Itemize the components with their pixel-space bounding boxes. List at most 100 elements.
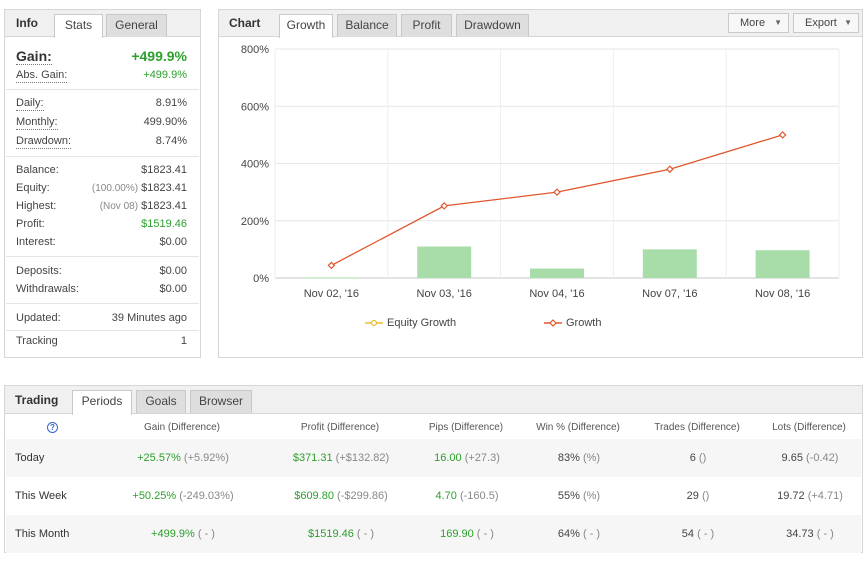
cell-profit-value: $609.80	[294, 490, 334, 502]
cell-gain: +25.57% (+5.92%)	[113, 439, 253, 477]
cell-trades: 6 ()	[628, 439, 768, 477]
monthly-label[interactable]: Monthly:	[16, 116, 58, 130]
interest-value: $0.00	[159, 236, 187, 248]
divider	[6, 156, 199, 157]
bar-equity-growth[interactable]	[755, 250, 810, 278]
export-button[interactable]: Export ▼	[793, 13, 859, 33]
header-lots: Lots (Difference)	[772, 422, 846, 433]
bar-equity-growth[interactable]	[417, 246, 472, 278]
table-row: This Week +50.25% (-249.03%) $609.80 (-$29…	[6, 477, 861, 515]
cell-trades-diff: ()	[698, 452, 707, 464]
table-row: This Month +499.9% ( - ) $1519.46 ( - ) 169…	[6, 515, 861, 553]
cell-win-value: 55%	[557, 490, 580, 502]
chart-panel: Chart Growth Balance Profit Drawdown Mor…	[218, 9, 863, 358]
cell-trades-value: 29	[686, 490, 699, 502]
growth-point[interactable]	[778, 131, 787, 139]
chart-tabbar: Chart Growth Balance Profit Drawdown Mor…	[219, 10, 862, 38]
tab-periods[interactable]: Periods	[72, 390, 132, 415]
cell-win-value: 64%	[557, 528, 580, 540]
cell-profit-value: $371.31	[292, 452, 333, 464]
tracking-row: Tracking 1	[16, 332, 187, 350]
y-tick-label: 400%	[241, 159, 269, 171]
cell-gain: +499.9% ( - )	[113, 515, 253, 553]
cell-lots-diff: (-0.42)	[806, 452, 839, 464]
bar-equity-growth[interactable]	[642, 249, 697, 278]
help-icon[interactable]: ?	[47, 422, 58, 433]
y-tick-label: 200%	[241, 216, 269, 228]
cell-gain: +50.25% (-249.03%)	[113, 477, 253, 515]
cell-win-diff: ( - )	[582, 528, 601, 540]
deposits-row: Deposits: $0.00	[16, 262, 187, 280]
more-button[interactable]: More ▼	[728, 13, 789, 33]
y-tick-label: 600%	[241, 101, 269, 113]
x-tick-label: Nov 02, '16	[304, 288, 359, 300]
tab-info[interactable]: Info	[16, 16, 38, 30]
legend-equity-dot	[370, 319, 378, 327]
updated-label: Updated:	[16, 312, 61, 324]
balance-row: Balance: $1823.41	[16, 161, 187, 179]
x-tick-label: Nov 03, '16	[417, 288, 472, 300]
cell-pips-value: 16.00	[434, 452, 462, 464]
cell-gain-value: +50.25%	[132, 490, 177, 502]
x-tick-label: Nov 08, '16	[755, 288, 810, 300]
growth-point[interactable]	[553, 188, 561, 196]
growth-point[interactable]	[440, 202, 449, 210]
gain-value: +499.9%	[131, 48, 187, 64]
cell-lots-value: 34.73	[786, 528, 814, 540]
highest-label: Highest:	[16, 200, 57, 212]
chart-title: Chart	[229, 16, 261, 30]
cell-win-diff: (%)	[582, 490, 601, 502]
tab-growth[interactable]: Growth	[279, 14, 333, 38]
cell-pips-value: 4.70	[435, 490, 457, 502]
cell-profit-diff: ( - )	[356, 528, 375, 540]
growth-point[interactable]	[665, 165, 674, 174]
monthly-value: 499.90%	[143, 116, 187, 128]
header-gain: Gain (Difference)	[144, 422, 220, 433]
daily-value: 8.91%	[155, 97, 187, 109]
bar-equity-growth[interactable]	[304, 277, 359, 279]
header-profit: Profit (Difference)	[300, 422, 380, 433]
drawdown-label[interactable]: Drawdown:	[16, 135, 72, 149]
cell-profit-diff: (+$132.82)	[335, 452, 390, 464]
tab-balance[interactable]: Balance	[337, 14, 397, 37]
tab-goals[interactable]: Goals	[136, 390, 186, 413]
cell-trades-value: 54	[681, 528, 695, 540]
info-tabbar: Info Stats General	[5, 10, 200, 38]
cell-gain-diff: (+5.92%)	[183, 452, 229, 464]
tracking-label: Tracking	[16, 335, 58, 347]
legend-growth-diamond	[549, 319, 557, 327]
trading-panel: Trading Periods Goals Browser ? Gain (Di…	[4, 385, 863, 553]
cell-lots: 9.65 (-0.42)	[740, 439, 866, 477]
chevron-down-icon: ▼	[844, 18, 852, 27]
growth-chart: 0% 200% 400% 600% 800% Nov 02, '16 Nov 03, '16…	[241, 44, 840, 300]
cell-lots-diff: (+4.71)	[807, 490, 843, 502]
tab-browser[interactable]: Browser	[190, 390, 252, 413]
x-tick-label: Nov 04, '16	[529, 288, 584, 300]
legend-growth-label: Growth	[566, 317, 602, 329]
gain-label[interactable]: Gain:	[16, 48, 52, 65]
tab-stats[interactable]: Stats	[54, 14, 103, 38]
gain-row: Gain: +499.9%	[16, 46, 187, 66]
cell-lots-diff: ( - )	[816, 528, 834, 540]
interest-row: Interest: $0.00	[16, 233, 187, 251]
tab-profit[interactable]: Profit	[401, 14, 452, 37]
cell-lots-value: 19.72	[777, 490, 805, 502]
growth-point[interactable]	[327, 261, 336, 270]
bar-equity-growth[interactable]	[530, 268, 584, 278]
cell-win-diff: (%)	[582, 452, 601, 464]
growth-line	[331, 134, 783, 266]
row-label: This Week	[15, 490, 67, 502]
tracking-value: 1	[180, 335, 187, 347]
tab-general[interactable]: General	[106, 14, 167, 37]
updated-value: 39 Minutes ago	[111, 312, 187, 324]
abs-gain-label[interactable]: Abs. Gain:	[16, 69, 68, 83]
row-label: This Month	[15, 528, 70, 540]
highest-date: (Nov 08)	[99, 201, 139, 212]
tab-drawdown[interactable]: Drawdown	[456, 14, 529, 37]
daily-label[interactable]: Daily:	[16, 97, 44, 111]
updated-row: Updated: 39 Minutes ago	[16, 309, 187, 327]
cell-gain-diff: (-249.03%)	[179, 490, 234, 502]
cell-trades-value: 6	[689, 452, 696, 464]
cell-trades-diff: ()	[701, 490, 710, 502]
equity-value-group: (100.00%) $1823.41	[92, 179, 187, 198]
